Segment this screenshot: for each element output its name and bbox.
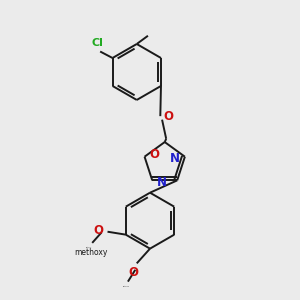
Text: N: N (157, 176, 167, 189)
Text: N: N (170, 152, 180, 165)
Text: Cl: Cl (92, 38, 104, 48)
Text: methoxy: methoxy (85, 247, 92, 248)
Text: O: O (129, 266, 139, 279)
Text: O: O (164, 110, 174, 123)
Text: O: O (149, 148, 159, 161)
Text: methoxy2: methoxy2 (123, 286, 130, 287)
Text: O: O (93, 224, 103, 237)
Text: methoxy: methoxy (74, 248, 107, 257)
